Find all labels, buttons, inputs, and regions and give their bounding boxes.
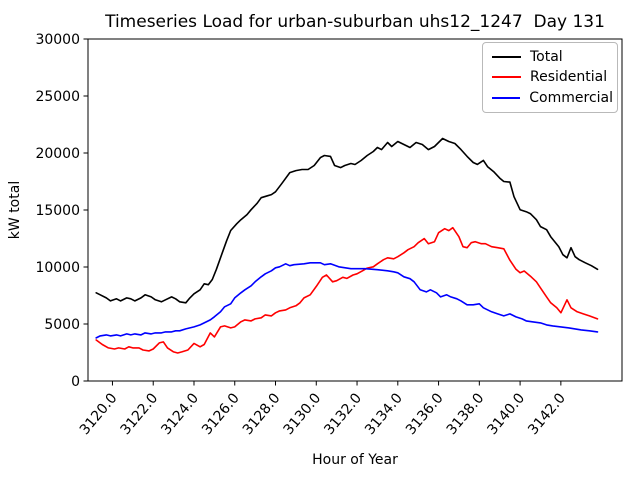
x-tick-label: 3132.0 <box>321 390 365 438</box>
x-tick-label: 3136.0 <box>403 390 447 438</box>
x-axis-label: Hour of Year <box>312 452 398 468</box>
axes-spines <box>87 38 623 382</box>
y-tick-label: 15000 <box>35 203 80 219</box>
chart-title: Timeseries Load for urban-suburban uhs12… <box>104 12 605 32</box>
y-tick-label: 25000 <box>35 89 80 105</box>
x-tick-label: 3142.0 <box>525 390 569 438</box>
x-tick-label: 3124.0 <box>158 390 202 438</box>
legend-item-residential: Residential <box>492 70 613 84</box>
chart-legend: Total Residential Commercial <box>482 42 618 113</box>
x-tick-label: 3130.0 <box>281 390 325 438</box>
legend-line-swatch <box>492 96 521 99</box>
x-tick-label: 3140.0 <box>484 390 528 438</box>
legend-item-commercial: Commercial <box>492 91 613 105</box>
legend-label: Commercial <box>529 89 613 106</box>
x-tick-label: 3126.0 <box>199 390 243 438</box>
legend-label: Total <box>530 49 563 66</box>
legend-item-total: Total <box>492 50 613 64</box>
series-line-residential <box>95 226 599 354</box>
data-series <box>95 137 599 354</box>
x-tick-label: 3138.0 <box>444 390 488 438</box>
series-line-total <box>95 137 599 304</box>
x-tick-label: 3122.0 <box>118 390 162 438</box>
x-tick-label: 3134.0 <box>362 390 406 438</box>
legend-line-swatch <box>492 76 521 79</box>
x-tick-label: 3128.0 <box>240 390 284 438</box>
legend-line-swatch <box>492 56 521 59</box>
y-tick-label: 5000 <box>44 317 80 333</box>
y-axis-label: kW total <box>7 181 23 239</box>
y-tick-label: 30000 <box>35 32 80 48</box>
y-tick-label: 0 <box>71 374 80 390</box>
x-tick-label: 3120.0 <box>77 390 121 438</box>
legend-label: Residential <box>530 69 608 86</box>
y-tick-label: 20000 <box>35 146 80 162</box>
y-tick-label: 10000 <box>35 260 80 276</box>
series-line-commercial <box>95 261 599 339</box>
